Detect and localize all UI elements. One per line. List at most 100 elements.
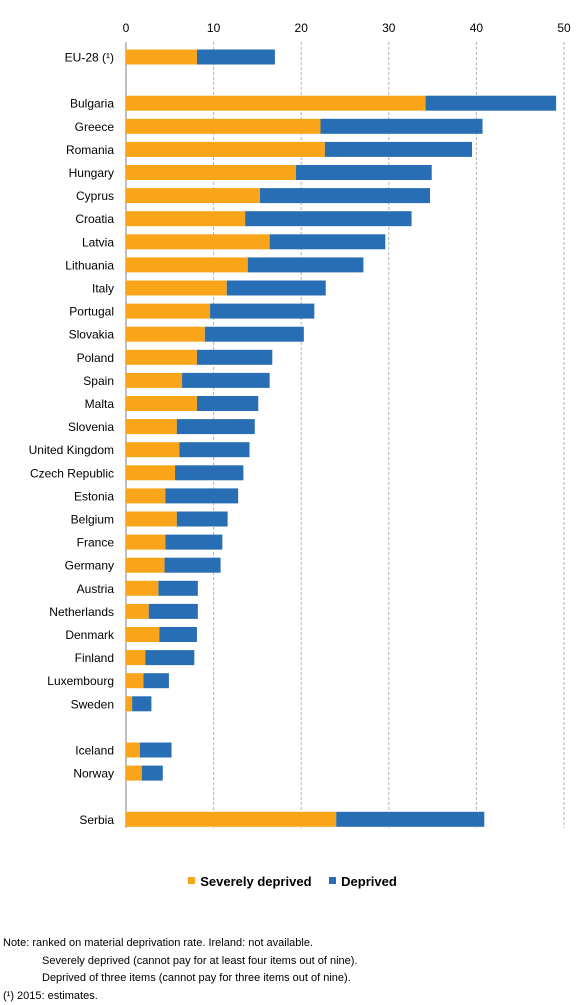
x-tick-label-0: 0 [123,21,130,35]
bar-norway-deprived [142,766,163,781]
note-line-2: Severely deprived (cannot pay for at lea… [3,953,358,971]
category-label-denmark: Denmark [65,628,115,642]
category-label-finland: Finland [75,651,114,665]
bar-lithuania-severely-deprived [126,257,248,272]
bar-malta-deprived [197,396,258,411]
bar-greece-severely-deprived [126,119,320,134]
category-label-malta: Malta [85,397,115,411]
bar-slovakia-severely-deprived [126,327,205,342]
bar-sweden-severely-deprived [126,696,132,711]
category-label-slovakia: Slovakia [69,328,115,342]
legend-swatch-severely-deprived [188,877,195,884]
category-label-eu-28: EU-28 (¹) [65,51,114,65]
bar-slovenia-deprived [177,419,255,434]
bar-belgium-severely-deprived [126,512,177,527]
category-label-iceland: Iceland [75,744,114,758]
category-label-austria: Austria [77,582,115,596]
category-label-greece: Greece [75,120,115,134]
bar-malta-severely-deprived [126,396,197,411]
bar-estonia-severely-deprived [126,488,165,503]
category-label-cyprus: Cyprus [76,189,114,203]
bar-greece-deprived [320,119,482,134]
category-label-france: France [77,536,115,550]
category-label-bulgaria: Bulgaria [70,97,114,111]
bar-luxembourg-severely-deprived [126,673,144,688]
bar-denmark-severely-deprived [126,627,159,642]
bar-bulgaria-severely-deprived [126,96,426,111]
bar-eu-28-severely-deprived [126,50,197,65]
bar-cyprus-severely-deprived [126,188,260,203]
bar-serbia-deprived [336,812,484,827]
bar-austria-deprived [158,581,197,596]
bar-netherlands-deprived [149,604,198,619]
category-label-netherlands: Netherlands [49,605,114,619]
legend-swatch-deprived [329,877,336,884]
bar-romania-deprived [325,142,472,157]
note-line-4: (¹) 2015: estimates. [3,988,358,1005]
bar-iceland-severely-deprived [126,743,140,758]
category-label-czech-republic: Czech Republic [30,466,114,480]
category-label-romania: Romania [66,143,114,157]
note-line-1: Note: ranked on material deprivation rat… [3,935,358,953]
bar-cyprus-deprived [260,188,430,203]
category-label-slovenia: Slovenia [68,420,114,434]
bar-united-kingdom-deprived [179,442,249,457]
legend-item-deprived: Deprived [329,874,397,889]
bar-latvia-deprived [270,234,386,249]
chart-notes: Note: ranked on material deprivation rat… [3,935,358,1005]
category-label-sweden: Sweden [71,697,114,711]
bar-romania-severely-deprived [126,142,325,157]
bar-finland-severely-deprived [126,650,145,665]
category-label-estonia: Estonia [74,489,114,503]
chart-legend: Severely deprived Deprived [0,874,585,889]
bar-norway-severely-deprived [126,766,142,781]
legend-label-severely-deprived: Severely deprived [200,874,311,889]
bar-estonia-deprived [165,488,238,503]
category-label-latvia: Latvia [82,235,114,249]
bar-serbia-severely-deprived [126,812,336,827]
bar-united-kingdom-severely-deprived [126,442,179,457]
category-label-portugal: Portugal [69,305,114,319]
bar-hungary-deprived [296,165,432,180]
category-label-germany: Germany [65,559,114,573]
category-label-lithuania: Lithuania [65,258,114,272]
bar-poland-deprived [197,350,272,365]
bar-croatia-severely-deprived [126,211,245,226]
bar-croatia-deprived [245,211,411,226]
note-label: Note: [3,937,29,949]
bar-spain-deprived [182,373,270,388]
bar-poland-severely-deprived [126,350,197,365]
bar-italy-severely-deprived [126,281,227,296]
bar-czech-republic-severely-deprived [126,465,175,480]
bar-spain-severely-deprived [126,373,182,388]
category-label-croatia: Croatia [75,212,114,226]
bar-lithuania-deprived [248,257,364,272]
bar-germany-deprived [165,558,221,573]
x-tick-label-50: 50 [557,21,571,35]
x-tick-label-40: 40 [470,21,484,35]
note-text-1: ranked on material deprivation rate. Ire… [32,937,313,949]
bar-czech-republic-deprived [175,465,243,480]
bar-slovakia-deprived [205,327,304,342]
bar-hungary-severely-deprived [126,165,296,180]
bar-france-deprived [165,535,222,550]
bar-france-severely-deprived [126,535,165,550]
x-tick-label-30: 30 [382,21,396,35]
category-label-united-kingdom: United Kingdom [29,443,114,457]
bar-denmark-deprived [159,627,197,642]
bar-finland-deprived [145,650,194,665]
category-label-poland: Poland [77,351,114,365]
legend-item-severely-deprived: Severely deprived [188,874,311,889]
category-label-belgium: Belgium [71,513,114,527]
bar-eu-28-deprived [197,50,275,65]
bar-latvia-severely-deprived [126,234,270,249]
category-label-norway: Norway [73,767,114,781]
note-line-3: Deprived of three items (cannot pay for … [3,970,358,988]
bar-netherlands-severely-deprived [126,604,149,619]
category-label-italy: Italy [92,282,114,296]
x-tick-label-10: 10 [207,21,221,35]
category-label-hungary: Hungary [69,166,114,180]
bar-bulgaria-deprived [426,96,557,111]
bar-belgium-deprived [177,512,228,527]
